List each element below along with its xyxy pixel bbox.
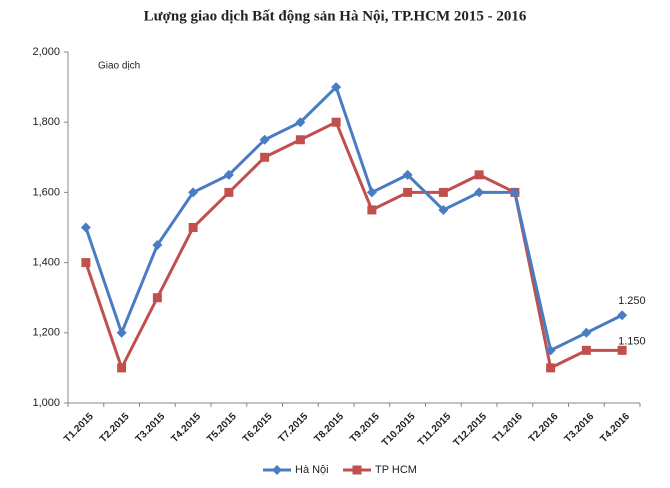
x-tick-label: T7.2015 <box>277 411 311 445</box>
data-label: 1.250 <box>618 295 646 307</box>
data-point <box>295 117 306 128</box>
legend-label: TP HCM <box>375 464 417 476</box>
y-tick-label: 2,000 <box>32 46 60 58</box>
data-point <box>188 187 199 198</box>
x-tick-label: T8.2015 <box>312 411 346 445</box>
data-point <box>438 187 448 197</box>
x-tick-label: T1.2015 <box>62 411 96 445</box>
legend-marker <box>272 465 282 475</box>
x-tick-label: T2.2016 <box>527 411 561 445</box>
data-point <box>581 327 592 338</box>
x-tick-label: T4.2015 <box>169 411 203 445</box>
data-point <box>617 345 627 355</box>
x-tick-label: T4.2016 <box>598 411 632 445</box>
legend-label: Hà Nội <box>295 464 329 476</box>
data-point <box>116 327 127 338</box>
data-point <box>402 169 413 180</box>
x-tick-label: T2.2015 <box>98 411 132 445</box>
data-point <box>295 135 305 145</box>
data-point <box>152 240 163 251</box>
data-point <box>509 187 520 198</box>
data-point <box>81 258 91 268</box>
x-tick-label: T6.2015 <box>241 411 275 445</box>
data-point <box>546 363 556 373</box>
data-point <box>331 117 341 127</box>
data-point <box>474 187 485 198</box>
x-tick-label: T9.2015 <box>348 411 382 445</box>
y-tick-label: 1,000 <box>32 397 60 409</box>
data-point <box>259 134 270 145</box>
x-tick-label: T3.2016 <box>563 411 597 445</box>
data-point <box>260 152 270 162</box>
data-point <box>474 170 484 180</box>
data-label: 1.150 <box>618 335 646 347</box>
y-axis-title: Giao dịch <box>98 61 140 72</box>
x-tick-label: T1.2016 <box>491 411 525 445</box>
data-point <box>617 310 628 321</box>
data-point <box>403 187 413 197</box>
x-tick-label: T10.2015 <box>380 411 418 449</box>
data-point <box>188 223 198 232</box>
y-tick-label: 1,600 <box>32 186 60 198</box>
data-point <box>438 204 449 215</box>
y-tick-label: 1,200 <box>32 327 60 339</box>
series-line <box>84 120 623 372</box>
legend-marker <box>352 465 362 475</box>
data-point <box>223 169 234 180</box>
series-line <box>84 84 623 353</box>
x-tick-label: T3.2015 <box>134 411 168 445</box>
data-point <box>331 82 342 93</box>
data-point <box>545 345 556 356</box>
chart-title: Lượng giao dịch Bất động sản Hà Nội, TP.… <box>144 8 527 24</box>
data-point <box>224 187 234 197</box>
data-point <box>80 222 91 233</box>
data-point <box>117 363 127 373</box>
data-point <box>367 205 377 215</box>
data-point <box>366 187 377 198</box>
data-point <box>152 293 162 303</box>
y-tick-label: 1,800 <box>32 116 60 128</box>
x-tick-label: T5.2015 <box>205 411 239 445</box>
data-point <box>581 345 591 355</box>
x-tick-label: T12.2015 <box>451 411 489 449</box>
y-tick-label: 1,400 <box>32 257 60 269</box>
x-tick-label: T11.2015 <box>416 411 454 449</box>
